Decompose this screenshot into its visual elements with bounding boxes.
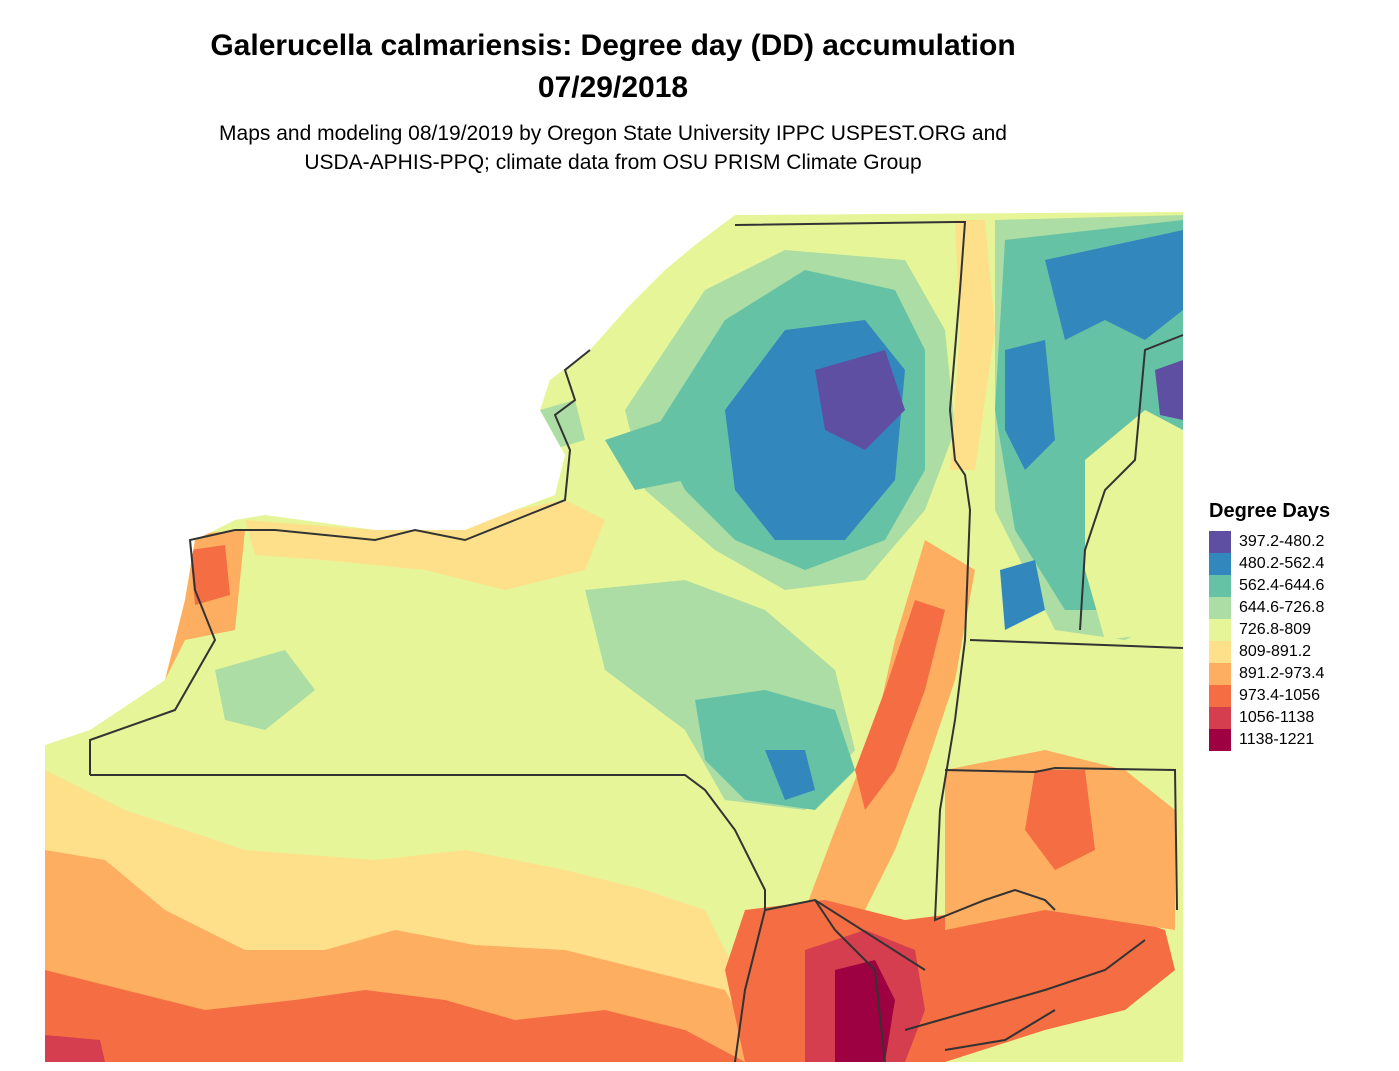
zone-809-ontario-shore [245,500,605,590]
legend-swatch [1209,553,1231,575]
legend-swatch [1209,641,1231,663]
zone-480-vermont [1155,360,1183,420]
zone-562-vermont [1045,230,1183,340]
zone-973-buffalo [190,545,230,605]
subtitle-line-1: Maps and modeling 08/19/2019 by Oregon S… [219,122,1007,145]
legend-swatch [1209,597,1231,619]
legend-item: 644.6-726.8 [1209,597,1330,619]
legend-label: 397.2-480.2 [1239,533,1325,550]
legend-swatch [1209,685,1231,707]
boundary-ma-ct [944,766,1178,911]
zone-645-tug-hill [605,420,685,490]
zone-727-nh [1085,410,1183,640]
legend-label: 726.8-809 [1239,621,1312,638]
legend-item: 973.4-1056 [1209,685,1330,707]
legend-item: 809-891.2 [1209,641,1330,663]
legend-item: 562.4-644.6 [1209,575,1330,597]
boundary-long-island [904,939,1146,1051]
legend-swatch [1209,531,1231,553]
zone-973-southwest [45,970,745,1062]
boundary-lake-ontario [235,349,591,542]
legend: Degree Days 397.2-480.2 480.2-562.4 562.4-… [1209,500,1330,751]
legend-label: 809-891.2 [1239,643,1312,660]
legend-label: 644.6-726.8 [1239,599,1325,616]
legend-item: 726.8-809 [1209,619,1330,641]
zone-562-green-mountains [1005,340,1055,470]
legend-label: 480.2-562.4 [1239,555,1325,572]
subtitle-line-2: USDA-APHIS-PPQ; climate data from OSU PR… [304,151,922,174]
legend-item: 397.2-480.2 [1209,531,1330,553]
zone-562-catskills [765,750,815,800]
boundary-lines [89,221,1184,1062]
boundary-ny-pa-south [90,774,926,971]
legend-item: 891.2-973.4 [1209,663,1330,685]
zone-562-berkshires [1000,560,1045,630]
legend-item: 1056-1138 [1209,707,1330,729]
legend-label: 562.4-644.6 [1239,577,1325,594]
degree-day-map [45,212,1184,1062]
legend-title: Degree Days [1209,500,1331,522]
legend-swatch [1209,729,1231,751]
legend-swatch [1209,707,1231,729]
zone-973-connecticut [1025,770,1095,870]
boundary-ny-pa-west [89,529,236,775]
zone-1138-nyc [835,960,895,1062]
boundary-vt-nh [1079,334,1184,631]
legend-label: 1056-1138 [1239,709,1315,726]
title-line-1: Galerucella calmariensis: Degree day (DD… [210,29,1016,62]
boundary-ny-outline [734,221,1056,922]
legend-swatch [1209,663,1231,685]
legend-items: 397.2-480.2 480.2-562.4 562.4-644.6 644.6-7… [1209,531,1330,751]
legend-swatch [1209,619,1231,641]
legend-item: 480.2-562.4 [1209,553,1330,575]
zone-973-hudson [855,600,945,810]
legend-swatch [1209,575,1231,597]
boundary-nj [734,899,886,1062]
zone-727-finger-lakes [215,650,315,730]
legend-label: 973.4-1056 [1239,687,1320,704]
legend-label: 891.2-973.4 [1239,665,1325,682]
zone-1056-corner [45,1035,105,1062]
legend-label: 1138-1221 [1239,731,1315,748]
zone-480-adirondacks [815,350,905,450]
title-line-2: 07/29/2018 [537,71,689,104]
legend-item: 1138-1221 [1209,729,1330,751]
boundary-vt-ma [969,639,1184,649]
